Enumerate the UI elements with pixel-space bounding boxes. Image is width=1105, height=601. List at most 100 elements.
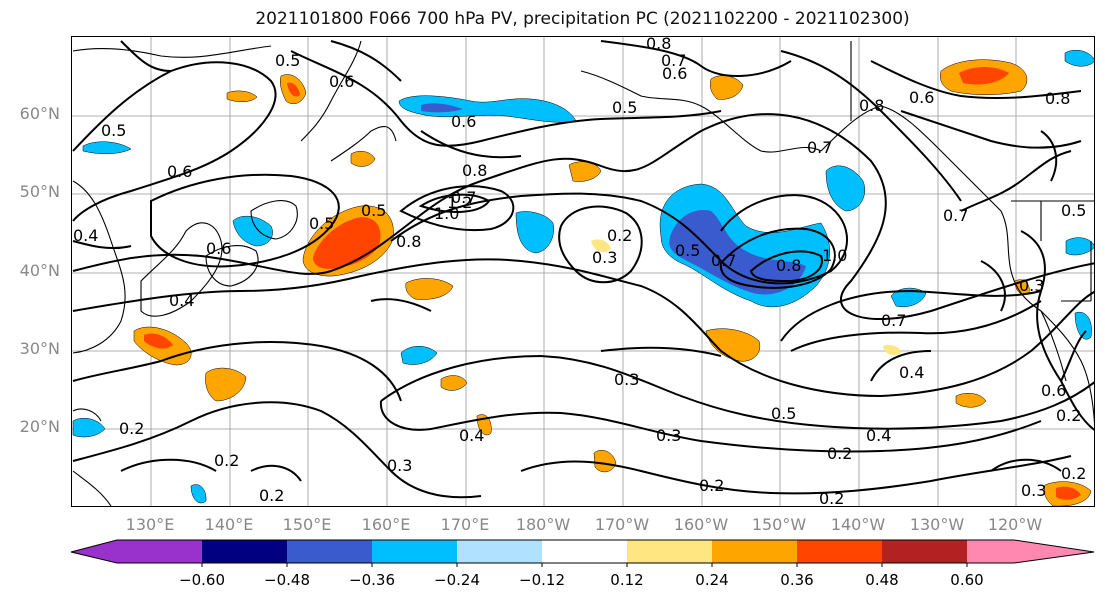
coastline <box>300 40 362 142</box>
precip-blob <box>568 161 602 182</box>
colorbar-arrow-right <box>1014 540 1094 563</box>
precip-blob <box>591 239 611 253</box>
coastline <box>72 45 272 58</box>
contour-label: 0.4 <box>866 426 891 445</box>
coastline <box>1040 310 1067 382</box>
contour-label: 0.7 <box>807 138 832 157</box>
contour-line <box>150 173 340 268</box>
contour-label: 0.5 <box>101 121 126 140</box>
colorbar-tick-label: −0.12 <box>519 571 565 589</box>
contour-line <box>1060 330 1087 382</box>
contour-line <box>558 205 643 284</box>
contour-line <box>780 289 1042 342</box>
contour-line <box>420 130 522 159</box>
precip-blob <box>1074 311 1092 340</box>
contour-label: 0.3 <box>1019 276 1044 295</box>
contour-line <box>520 455 1072 495</box>
precip-blob <box>226 90 258 102</box>
contour-label: 0.5 <box>275 51 300 70</box>
coastline <box>580 70 822 153</box>
contour-label: 0.3 <box>387 456 412 475</box>
colorbar-bin <box>882 540 968 563</box>
contour-label: 0.6 <box>329 72 354 91</box>
colorbar-bin <box>287 540 373 563</box>
coastline <box>820 105 1002 212</box>
lon-label: 140°W <box>830 515 886 534</box>
colorbar-tick-label: −0.48 <box>264 571 310 589</box>
colorbar-arrow-left <box>71 540 118 563</box>
contour-line <box>72 258 1094 398</box>
contour-label: 0.6 <box>451 112 476 131</box>
colorbar-bin <box>372 540 458 563</box>
contour-line <box>719 227 836 289</box>
precip-negative-areas <box>72 50 1094 504</box>
coastline <box>72 408 102 422</box>
contour-line <box>960 150 1072 212</box>
contour-line <box>870 350 932 382</box>
contour-label: 0.4 <box>459 426 484 445</box>
contour-label: 0.5 <box>612 98 637 117</box>
coastlines <box>72 40 1094 506</box>
contour-label: 0.4 <box>899 363 924 382</box>
contour-line <box>790 300 1042 352</box>
map-panel: 0.5 0.6 0.8 0.7 0.6 0.5 0.6 0.5 0.6 0.4 … <box>71 36 1095 507</box>
lon-label: 120°W <box>987 515 1043 534</box>
precip-blob <box>440 375 468 391</box>
contour-label: 0.8 <box>776 256 801 275</box>
contour-line <box>379 400 1042 453</box>
coastline <box>250 200 298 240</box>
precip-blob <box>955 393 987 408</box>
contour-label: 0.2 <box>1061 464 1086 483</box>
contour-line <box>600 40 792 78</box>
contour-label: 1.2 <box>447 193 472 212</box>
precip-blob <box>710 75 744 100</box>
contour-label: 0.2 <box>819 489 844 507</box>
coastline <box>140 222 223 317</box>
contour-line <box>1040 130 1058 182</box>
colorbar-tick-label: 0.36 <box>780 571 814 589</box>
contour-label: 1.0 <box>434 204 459 223</box>
contour-label: 0.7 <box>943 206 968 225</box>
contour-label: 0.2 <box>607 226 632 245</box>
colorbar-tick-label: −0.60 <box>179 571 225 589</box>
contour-label: 0.6 <box>662 64 687 83</box>
contour-label: 0.8 <box>859 96 884 115</box>
contour-label-group: 0.5 0.6 0.8 0.7 0.6 0.5 0.6 0.5 0.6 0.4 … <box>73 37 1086 507</box>
contour-label: 0.5 <box>361 201 386 220</box>
precip-blob <box>959 67 1009 85</box>
contour-line <box>160 341 402 402</box>
contour-label: 0.2 <box>1056 406 1081 425</box>
contour-line <box>250 464 302 482</box>
lon-label: 180°W <box>515 515 571 534</box>
colorbar-bin <box>202 540 288 563</box>
lon-label: 150°W <box>751 515 807 534</box>
contour-label: 0.3 <box>592 248 617 267</box>
contour-label: 0.3 <box>656 426 681 445</box>
precip-blob <box>705 328 761 362</box>
precip-blob <box>1056 486 1081 500</box>
precip-blob <box>190 484 207 504</box>
colorbar-bin <box>457 540 543 563</box>
coastline <box>205 245 259 287</box>
map-title: 2021101800 F066 700 hPa PV, precipitatio… <box>255 9 910 29</box>
precip-blob <box>593 450 617 473</box>
contour-label: 0.6 <box>909 88 934 107</box>
contour-label: 0.6 <box>206 239 231 258</box>
lon-label: 140°E <box>204 515 254 534</box>
precip-blob <box>205 367 247 402</box>
precip-blob <box>825 165 865 212</box>
contour-label: 0.8 <box>1045 89 1070 108</box>
precip-blob <box>82 141 132 154</box>
contour-line <box>990 458 1062 472</box>
contour-line <box>980 260 1006 312</box>
contour-label: 0.7 <box>661 51 686 70</box>
contour-line <box>72 360 162 382</box>
contour-label: 0.3 <box>1021 481 1046 500</box>
contour-line <box>380 354 1094 430</box>
contour-label: 0.5 <box>1061 201 1086 220</box>
colorbar-tick-label: −0.24 <box>434 571 480 589</box>
colorbar-bin <box>542 540 628 563</box>
precip-blob <box>400 346 438 365</box>
contour-label: 0.5 <box>675 241 700 260</box>
contour-line <box>900 110 1082 149</box>
